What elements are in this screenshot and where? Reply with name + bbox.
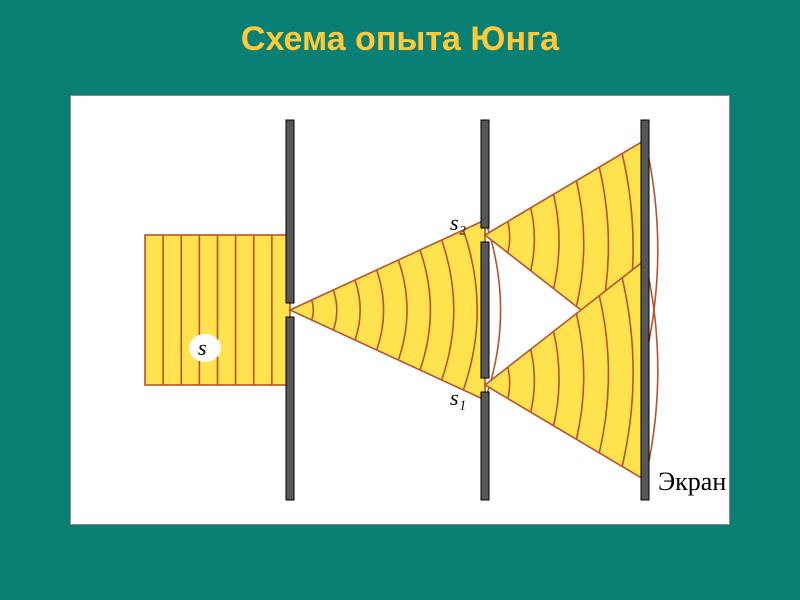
barrier-single-slit — [286, 120, 294, 303]
screen-barrier — [641, 120, 649, 500]
barrier-double-slit — [481, 392, 489, 500]
barrier-single-slit — [286, 317, 294, 500]
young-experiment-diagram: s s₂ s₁ Экран — [70, 95, 730, 525]
barrier-double-slit — [481, 242, 489, 378]
diagram-panel: s s₂ s₁ Экран — [70, 95, 730, 525]
label-s2: s₂ — [450, 210, 467, 235]
label-s: s — [198, 335, 207, 360]
page-title: Схема опыта Юнга — [0, 0, 800, 59]
label-s1: s₁ — [450, 385, 466, 410]
label-screen: Экран — [658, 467, 726, 496]
wave-cone-s — [290, 220, 485, 400]
barrier-double-slit — [481, 120, 489, 228]
